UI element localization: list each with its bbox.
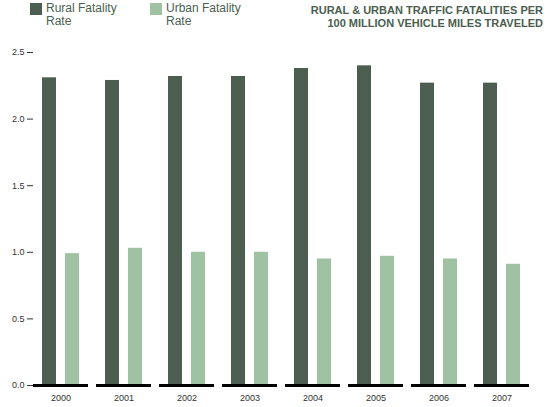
html-text:RURAL & URBAN TRAFFIC FATALITI: RURAL & URBAN TRAFFIC FATALITIES PER 100… xyxy=(310,4,543,29)
svg-text:2005: 2005 xyxy=(366,393,386,403)
svg-text:2003: 2003 xyxy=(240,393,260,403)
svg-text:1.0: 1.0 xyxy=(12,247,25,257)
svg-text:1.5: 1.5 xyxy=(12,181,25,191)
svg-text:2001: 2001 xyxy=(114,393,134,403)
svg-text:2002: 2002 xyxy=(177,393,197,403)
svg-text:2006: 2006 xyxy=(429,393,449,403)
svg-text:0.0: 0.0 xyxy=(12,380,25,390)
svg-text:2007: 2007 xyxy=(492,393,512,403)
svg-text:0.5: 0.5 xyxy=(12,314,25,324)
svg-text:2.5: 2.5 xyxy=(12,47,25,57)
svg-text:2000: 2000 xyxy=(51,393,71,403)
html-text:Rural Fatality Rate: Rural Fatality Rate xyxy=(46,1,117,28)
svg-text:2.0: 2.0 xyxy=(12,114,25,124)
svg-text:2004: 2004 xyxy=(303,393,323,403)
html-text:Urban Fatality Rate: Urban Fatality Rate xyxy=(166,1,241,28)
